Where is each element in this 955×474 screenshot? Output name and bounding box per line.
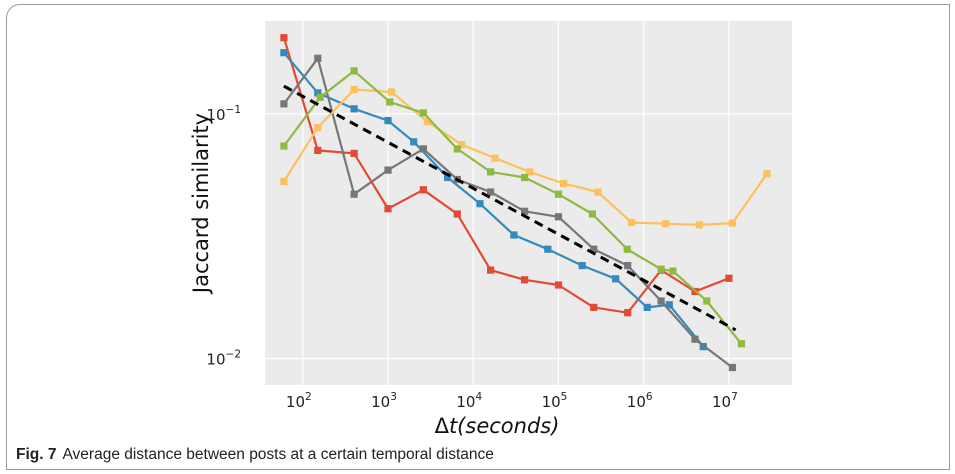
series-1-point-4 [410,138,418,146]
series-3-point-9 [590,245,598,253]
series-1-point-5 [444,173,452,182]
x-tick-label-1: 103 [371,391,397,411]
series-5-point-4 [419,109,427,117]
series-3-line [283,57,734,369]
x-axis-label: Δt(seconds) [435,414,560,438]
series-5-point-5 [453,145,461,153]
series-4-point-8 [560,179,568,188]
series-0-point-8 [554,281,563,289]
series-4-point-14 [763,170,771,178]
series-4-point-2 [350,85,358,94]
series-5-point-6 [487,168,495,176]
series-0-point-0 [280,34,288,42]
series-0 [280,34,733,317]
series-0-line [282,37,730,314]
series-1-point-1 [314,89,322,97]
series-1-point-10 [612,275,620,283]
x-axis-label-main: t(seconds) [449,414,559,438]
x-tick-label-4: 106 [627,391,653,411]
series-3-point-3 [384,166,392,174]
series-4-point-3 [388,88,396,96]
figure-number: Fig. 7 [16,446,57,463]
x-tick-label-5: 107 [712,391,738,411]
y-axis-label: Jaccard similarity [189,113,213,295]
series-3-point-6 [487,188,495,196]
series-0-point-1 [314,146,322,154]
series-5-point-10 [623,245,631,253]
series-3-point-4 [419,145,427,153]
series-1-point-9 [578,262,586,270]
series-5-point-11 [657,265,665,273]
series-4-point-1 [314,124,322,132]
series-1-line [283,51,705,348]
series-1-point-3 [384,117,392,125]
y-tick-label-0: 10−2 [206,349,241,369]
series-4-point-5 [458,141,466,149]
series-0-point-13 [725,274,733,282]
series-3-point-12 [691,335,699,343]
series-1-point-7 [510,231,518,239]
series-0-point-9 [590,303,598,311]
axes: 102 103 104 105 106 107 10−2 10−1 [206,104,737,411]
series-3-point-0 [280,100,288,108]
series-0-point-3 [384,205,392,213]
series-4-point-10 [627,218,636,227]
series-5-point-14 [737,340,745,348]
x-tick-label-2: 104 [456,391,482,411]
series-0-point-5 [453,210,461,218]
x-tick-label-0: 102 [286,391,312,411]
plot-area [265,21,792,385]
series-4 [280,85,771,229]
series-4-point-13 [728,219,736,227]
series-4-point-11 [661,220,669,228]
series-4-point-7 [526,168,534,176]
series-5-point-13 [703,297,711,305]
series-5-point-12 [669,267,677,275]
figure-frame [6,4,950,470]
figure-caption: Fig. 7 Average distance between posts at … [16,446,494,464]
series-3-point-13 [728,363,736,372]
series-4-point-4 [423,118,431,126]
series-4-point-12 [695,221,703,229]
series-4-point-0 [280,177,288,185]
series-5 [280,67,745,348]
series-1-point-11 [643,303,651,311]
series-layer [280,34,771,372]
series-0-point-6 [487,266,495,274]
series-5-point-0 [280,142,288,150]
series-1-point-0 [280,49,288,57]
series-4-point-9 [594,188,602,196]
series-3-point-2 [350,190,358,198]
y-tick-label-1: 10−1 [206,104,241,124]
series-3-point-11 [657,297,665,305]
series-0-point-10 [624,309,632,317]
series-1-point-2 [350,105,358,113]
series-5-point-3 [386,98,394,106]
series-3-point-8 [554,213,563,221]
x-axis-label-prefix: Δ [435,414,450,438]
fit-line [283,84,737,332]
x-tick-label-3: 105 [542,391,568,411]
series-1-point-8 [544,245,552,253]
series-5-point-1 [316,93,324,101]
caption-text: Average distance between posts at a cert… [62,446,494,463]
series-0-point-4 [419,186,427,194]
series-3-point-7 [521,207,529,215]
series-3-point-10 [624,262,632,270]
series-3-point-1 [314,54,322,62]
series-0-point-2 [350,149,358,157]
series-5-point-9 [588,210,596,218]
series-0-point-7 [521,276,529,284]
grid-lines [265,21,792,385]
series-5-point-2 [350,67,358,75]
series-1-point-12 [665,301,673,309]
series-3 [280,54,736,372]
series-5-point-8 [554,190,563,198]
series-1-point-6 [476,200,484,208]
series-4-point-6 [491,154,499,162]
series-5-point-7 [521,173,529,182]
